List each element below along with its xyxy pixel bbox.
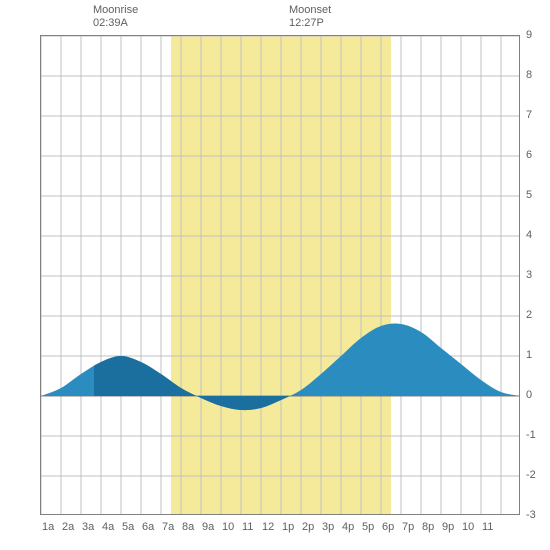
y-tick-label: -1 — [526, 429, 536, 441]
y-tick-label: 6 — [526, 149, 532, 161]
x-tick-label: 4p — [342, 521, 354, 533]
x-tick-label: 8a — [182, 521, 194, 533]
plot-area — [40, 35, 520, 515]
x-tick-label: 2p — [302, 521, 314, 533]
x-tick-label: 5a — [122, 521, 134, 533]
x-tick-label: 9a — [202, 521, 214, 533]
x-tick-label: 10 — [462, 521, 474, 533]
moonset-time: 12:27P — [289, 17, 324, 29]
y-tick-label: 3 — [526, 269, 532, 281]
x-tick-label: 11 — [482, 521, 493, 533]
y-tick-label: 1 — [526, 349, 532, 361]
x-tick-label: 10 — [222, 521, 234, 533]
x-tick-label: 1a — [42, 521, 54, 533]
plot-svg — [41, 36, 520, 515]
x-tick-label: 2a — [62, 521, 74, 533]
y-tick-label: -3 — [526, 509, 536, 521]
x-tick-label: 4a — [102, 521, 114, 533]
x-tick-label: 9p — [442, 521, 454, 533]
x-tick-label: 6p — [382, 521, 394, 533]
y-tick-label: 4 — [526, 229, 532, 241]
moonrise-time: 02:39A — [93, 17, 128, 29]
y-tick-label: 7 — [526, 109, 532, 121]
x-tick-label: 7p — [402, 521, 414, 533]
y-tick-label: 9 — [526, 29, 532, 41]
y-tick-label: 0 — [526, 389, 532, 401]
y-tick-label: 8 — [526, 69, 532, 81]
x-tick-label: 11 — [242, 521, 253, 533]
x-tick-label: 12 — [262, 521, 274, 533]
x-tick-label: 1p — [282, 521, 294, 533]
moonset-label: Moonset — [289, 4, 331, 16]
x-tick-label: 6a — [142, 521, 154, 533]
x-tick-label: 5p — [362, 521, 374, 533]
x-tick-label: 8p — [422, 521, 434, 533]
y-tick-label: -2 — [526, 469, 536, 481]
moonrise-label: Moonrise — [93, 4, 138, 16]
x-tick-label: 3p — [322, 521, 334, 533]
x-tick-label: 3a — [82, 521, 94, 533]
tide-chart: 1a2a3a4a5a6a7a8a9a1011121p2p3p4p5p6p7p8p… — [0, 0, 550, 550]
x-tick-label: 7a — [162, 521, 174, 533]
y-tick-label: 5 — [526, 189, 532, 201]
y-tick-label: 2 — [526, 309, 532, 321]
